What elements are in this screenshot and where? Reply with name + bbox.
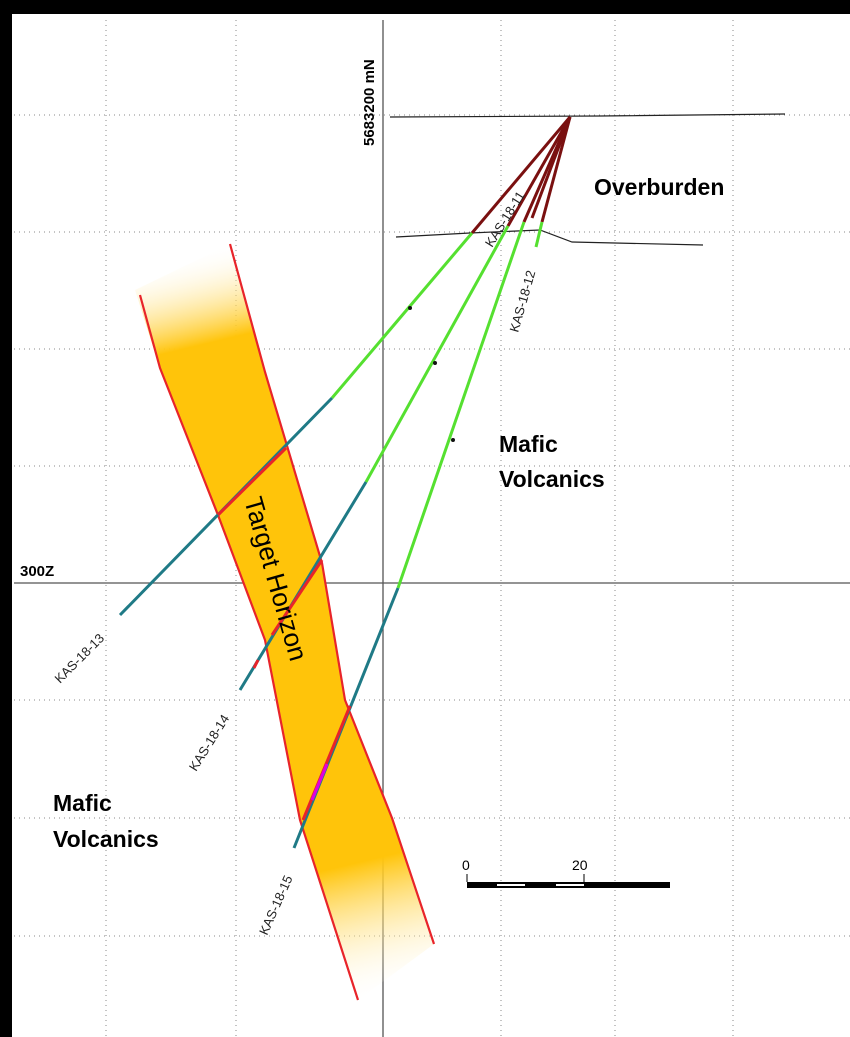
plot-background bbox=[10, 10, 850, 1037]
mafic-volcanics-upper-line2: Volcanics bbox=[499, 466, 605, 492]
horizon-footwall bbox=[138, 294, 360, 1001]
scale-label-mid: 20 bbox=[572, 857, 588, 873]
drill-hole-kas-18-13 bbox=[118, 116, 572, 617]
drill-hole-kas-18-11 bbox=[530, 116, 572, 219]
scale-label-start: 0 bbox=[462, 857, 470, 873]
frame-left bbox=[0, 0, 12, 1037]
mafic-volcanics-lower-line2: Volcanics bbox=[53, 826, 159, 852]
horizon-hangingwall bbox=[228, 243, 436, 945]
elevation-label: 300Z bbox=[20, 563, 54, 580]
mafic-volcanics-upper-line1: Mafic bbox=[499, 431, 558, 457]
topography-line bbox=[389, 113, 786, 118]
overburden-label: Overburden bbox=[594, 174, 724, 200]
drill-hole-kas-18-12 bbox=[534, 116, 572, 248]
northing-label: 5683200 mN bbox=[361, 59, 378, 146]
frame-top bbox=[0, 0, 850, 14]
mafic-volcanics-lower-line1: Mafic bbox=[53, 790, 112, 816]
target-horizon-band bbox=[135, 244, 434, 1000]
drill-hole-kas-18-14 bbox=[238, 116, 572, 691]
scale-bar: 0 20 bbox=[462, 857, 670, 888]
